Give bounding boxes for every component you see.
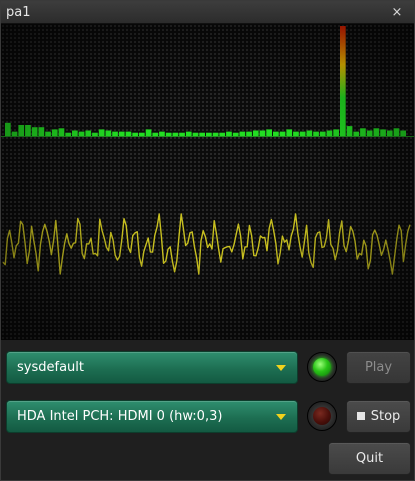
spectrum-bar	[286, 129, 293, 136]
spectrum-bar	[58, 128, 65, 136]
spectrum-bar	[5, 122, 11, 136]
spectrum-bar	[279, 131, 286, 136]
spectrum-bar	[31, 127, 38, 136]
spectrum-bar	[72, 130, 78, 136]
spectrum-bar	[380, 129, 386, 136]
spectrum-bar	[386, 130, 393, 136]
spectrum-bar	[206, 132, 212, 136]
input-status-led	[307, 352, 337, 382]
input-device-select[interactable]: sysdefault	[6, 351, 298, 384]
status-light-icon	[313, 407, 331, 425]
spectrum-bar	[125, 131, 132, 136]
spectrum-bar	[239, 131, 246, 136]
spectrum-bar	[319, 131, 326, 136]
spectrum-bar	[172, 132, 179, 136]
spectrum-bar	[78, 131, 85, 136]
spectrum-bar	[333, 129, 339, 136]
close-icon[interactable]: ×	[391, 5, 403, 20]
spectrum-bar	[400, 130, 406, 136]
spectrum-bar	[192, 132, 199, 136]
spectrum-bar	[393, 128, 400, 136]
quit-button[interactable]: Quit	[328, 442, 411, 475]
spectrum-bar	[185, 131, 192, 136]
input-device-value: sysdefault	[17, 360, 84, 375]
visualizer-canvas	[1, 26, 414, 275]
spectrum-bar	[179, 132, 185, 136]
spectrum-bar	[353, 131, 360, 136]
title-bar: pa1 ×	[1, 1, 414, 24]
spectrum-bar	[112, 131, 118, 136]
spectrum-bar	[38, 127, 45, 136]
spectrum-bar	[45, 131, 51, 136]
spectrum-bar	[159, 131, 165, 136]
stop-button[interactable]: Stop	[346, 400, 411, 433]
spectrum-bar	[165, 132, 172, 136]
spectrum-bar	[152, 132, 159, 136]
spectrum-bar	[212, 132, 219, 136]
spectrum-bar	[118, 131, 125, 136]
waveform-line	[2, 213, 411, 275]
window-title: pa1	[6, 5, 31, 20]
spectrum-bar	[366, 130, 373, 136]
spectrum-bar	[105, 130, 112, 136]
spectrum-bar	[313, 131, 319, 136]
spectrum-bar	[340, 26, 346, 136]
audio-visualizer	[1, 24, 414, 340]
spectrum-bar	[252, 130, 259, 136]
spectrum-bar	[18, 125, 25, 136]
chevron-down-icon	[276, 414, 286, 420]
spectrum-bar	[266, 129, 272, 136]
spectrum-bars	[1, 26, 414, 137]
output-device-select[interactable]: HDA Intel PCH: HDMI 0 (hw:0,3)	[6, 400, 298, 433]
play-button[interactable]: Play	[346, 351, 411, 384]
spectrum-bar	[346, 126, 353, 136]
spectrum-bar	[199, 132, 205, 136]
spectrum-bar	[219, 132, 226, 136]
spectrum-bar	[85, 130, 92, 136]
spectrum-bar	[299, 131, 306, 136]
spectrum-bar	[326, 130, 333, 136]
spectrum-bar	[65, 132, 71, 136]
spectrum-bar	[139, 132, 145, 136]
spectrum-bar	[373, 128, 380, 136]
spectrum-bar	[51, 129, 58, 136]
stop-icon	[356, 412, 365, 420]
status-light-icon	[313, 358, 331, 376]
output-device-value: HDA Intel PCH: HDMI 0 (hw:0,3)	[17, 409, 223, 424]
chevron-down-icon	[276, 365, 286, 371]
spectrum-bar	[273, 131, 279, 136]
spectrum-bar	[25, 125, 31, 136]
spectrum-bar	[360, 128, 366, 136]
spectrum-bar	[293, 131, 299, 136]
stop-label: Stop	[370, 409, 401, 424]
spectrum-bar	[259, 130, 266, 136]
waveform-trace	[2, 213, 411, 275]
spectrum-bar	[132, 132, 138, 136]
spectrum-bar	[11, 131, 18, 136]
spectrum-bar	[246, 131, 252, 136]
output-status-led	[307, 401, 337, 431]
spectrum-bar	[145, 129, 152, 136]
spectrum-bar	[232, 132, 239, 136]
spectrum-bar	[92, 132, 98, 136]
spectrum-bar	[226, 131, 232, 136]
spectrum-bar	[98, 129, 105, 136]
spectrum-bar	[306, 130, 313, 136]
